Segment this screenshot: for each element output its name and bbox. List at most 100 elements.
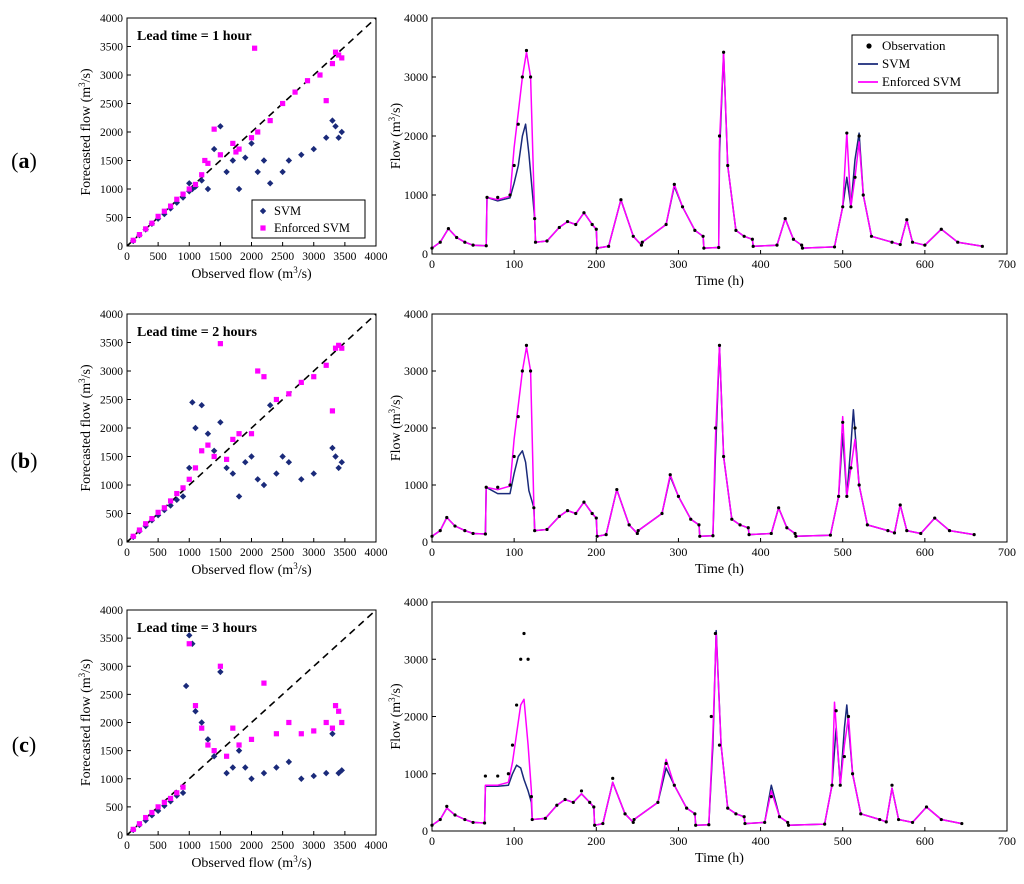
observation-point bbox=[689, 517, 693, 521]
svm-point bbox=[179, 493, 187, 500]
observation-point bbox=[496, 774, 500, 778]
x-tick-label: 0 bbox=[429, 545, 435, 559]
enforced-svm-point bbox=[199, 448, 205, 454]
svm-point bbox=[332, 453, 339, 460]
svm-point bbox=[323, 134, 330, 141]
enforced-svm-point bbox=[149, 516, 155, 522]
svm-point bbox=[242, 764, 249, 771]
svm-point bbox=[335, 464, 342, 472]
svm-point bbox=[266, 180, 274, 187]
y-tick-label: 1500 bbox=[100, 156, 123, 168]
observation-point bbox=[746, 526, 750, 530]
observation-point bbox=[571, 800, 575, 804]
svm-point bbox=[229, 470, 237, 477]
y-tick-label: 2000 bbox=[404, 129, 428, 143]
observation-point bbox=[956, 240, 960, 244]
lead-time-annotation: Lead time = 3 hours bbox=[137, 621, 258, 636]
observation-point bbox=[430, 534, 434, 538]
enforced-svm-point bbox=[205, 742, 211, 748]
observation-point bbox=[717, 245, 721, 250]
observation-point bbox=[842, 754, 846, 759]
observation-point bbox=[947, 529, 952, 533]
svm-point bbox=[210, 145, 218, 153]
x-tick-label: 4000 bbox=[365, 840, 388, 852]
enforced-svm-point bbox=[255, 368, 261, 374]
observation-point bbox=[604, 532, 608, 537]
svm-point bbox=[285, 758, 293, 766]
enforced-svm-point bbox=[136, 232, 143, 238]
x-tick-label: 300 bbox=[669, 545, 687, 559]
svm-point bbox=[242, 459, 249, 466]
observation-point bbox=[972, 532, 976, 537]
x-tick-label: 2000 bbox=[240, 547, 263, 559]
observation-point bbox=[557, 514, 561, 518]
enforced-svm-point bbox=[298, 731, 304, 737]
enforced-svm-point bbox=[136, 527, 143, 533]
observation-point bbox=[496, 485, 500, 489]
observation-point bbox=[506, 772, 510, 776]
svm-point bbox=[198, 719, 205, 726]
observation-point bbox=[694, 823, 698, 827]
observation-point bbox=[533, 529, 537, 533]
observation-point bbox=[520, 75, 524, 79]
observation-point bbox=[627, 523, 631, 527]
x-tick-label: 1000 bbox=[178, 840, 201, 852]
enforced-svm-point bbox=[233, 149, 239, 155]
observation-point bbox=[590, 222, 594, 227]
enforced-svm-point bbox=[217, 341, 223, 347]
enforced-svm-point bbox=[273, 396, 279, 403]
svm-point bbox=[173, 496, 180, 504]
y-tick-label: 0 bbox=[117, 830, 123, 842]
observation-point bbox=[656, 800, 660, 804]
svm-point bbox=[217, 419, 224, 426]
svm-point bbox=[217, 668, 224, 676]
enforced-svm-point bbox=[130, 533, 136, 539]
svm-point bbox=[179, 789, 187, 797]
svm-point bbox=[229, 764, 237, 771]
y-tick-label: 4000 bbox=[404, 11, 428, 25]
observation-point bbox=[545, 527, 549, 532]
observation-point bbox=[734, 228, 738, 232]
observation-point bbox=[785, 526, 789, 530]
enforced-svm-point bbox=[143, 814, 149, 821]
enforced-svm-point bbox=[248, 431, 255, 437]
enforced-svm-point bbox=[180, 191, 186, 197]
y-axis-label: Flow (m3/s) bbox=[387, 102, 404, 169]
observation-point bbox=[850, 772, 855, 776]
y-tick-label: 3000 bbox=[404, 652, 428, 666]
svm-point bbox=[329, 444, 336, 452]
observation-point bbox=[482, 821, 487, 825]
observation-point bbox=[516, 415, 520, 419]
observation-point bbox=[579, 789, 584, 793]
observation-point bbox=[533, 217, 537, 221]
enforced-svm-point bbox=[252, 45, 258, 51]
panel-label: (a) bbox=[11, 148, 37, 173]
enforced-svm-point bbox=[143, 226, 149, 232]
observation-point bbox=[672, 182, 676, 186]
svm-point bbox=[182, 682, 190, 690]
observation-point bbox=[923, 243, 927, 247]
enforced-svm-point bbox=[136, 821, 143, 827]
one-to-one-line bbox=[126, 313, 377, 543]
y-axis-label: Forecasted flow (m3/s) bbox=[77, 68, 94, 196]
svm-point bbox=[310, 145, 317, 153]
observation-point bbox=[593, 823, 597, 827]
x-tick-label: 600 bbox=[916, 257, 934, 271]
y-tick-label: 2000 bbox=[100, 423, 123, 435]
svm-point bbox=[154, 512, 162, 519]
observation-point bbox=[565, 509, 570, 513]
observation-point bbox=[730, 517, 734, 521]
svm-point bbox=[298, 151, 305, 158]
observation-point bbox=[463, 529, 467, 533]
x-tick-label: 200 bbox=[587, 545, 605, 559]
y-tick-label: 0 bbox=[422, 247, 428, 261]
x-axis-label: Time (h) bbox=[695, 562, 744, 577]
x-axis-label: Observed flow (m3/s) bbox=[191, 561, 312, 578]
observation-point bbox=[532, 506, 536, 510]
observation-point bbox=[734, 812, 738, 816]
y-tick-label: 2000 bbox=[404, 710, 428, 724]
observation-point bbox=[859, 812, 863, 816]
observation-point bbox=[849, 466, 853, 470]
x-tick-label: 4000 bbox=[365, 251, 388, 263]
y-tick-label: 1000 bbox=[404, 478, 428, 492]
